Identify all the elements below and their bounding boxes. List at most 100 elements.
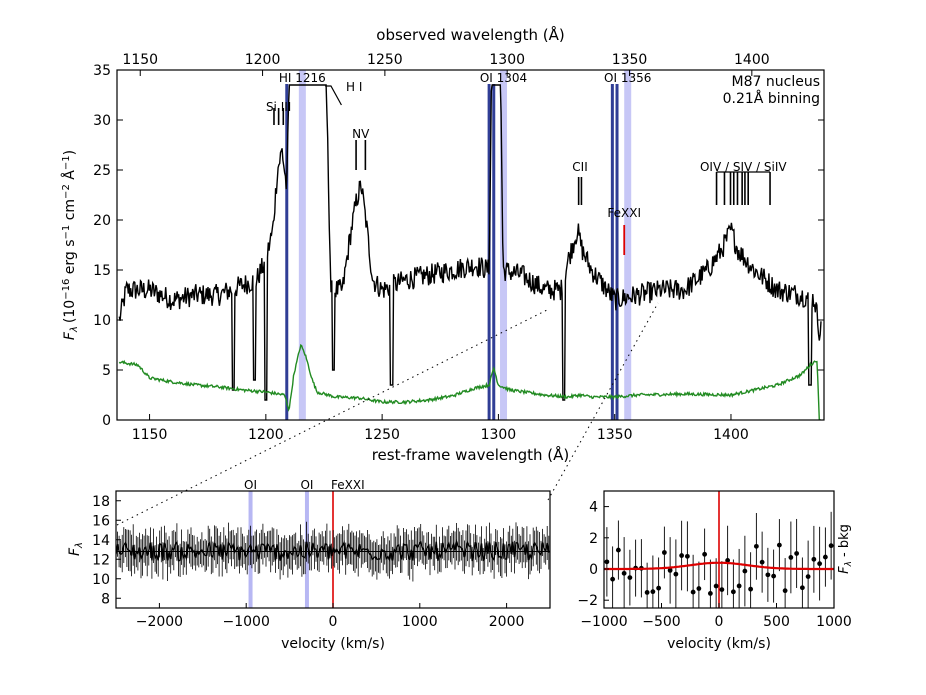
bl-ytick-label-4: 16 — [92, 513, 110, 529]
br-point-11 — [667, 567, 673, 573]
br-point-0 — [604, 559, 610, 565]
band-label-0: HI 1216 — [279, 71, 326, 85]
bl-band-label-0: OI — [244, 478, 257, 492]
main-ytick-label-3: 15 — [93, 263, 111, 279]
bl-ylabel: Fλ — [67, 542, 85, 556]
zoom-connectors — [116, 302, 659, 526]
br-point-30 — [776, 542, 782, 548]
br-point-22 — [730, 589, 736, 595]
br-ytick-label-3: 4 — [589, 500, 598, 516]
bl-ytick-label-2: 12 — [92, 552, 110, 568]
br-point-25 — [748, 586, 754, 592]
br-ytick-label-1: 0 — [589, 562, 598, 578]
bl-xtick-label-4: 2000 — [489, 614, 525, 630]
br-point-33 — [794, 551, 800, 556]
br-point-27 — [759, 559, 765, 565]
fexxi-label: FeXXI — [607, 206, 641, 220]
br-point-15 — [690, 589, 696, 595]
br-ytick-label-2: 2 — [589, 531, 598, 547]
main-spectrum-panel: HI 1216 OI 1304 OI 1356 Si III H I NV CII OIV /… — [61, 25, 825, 464]
line-label-4: OIV / SIV / SiIV — [700, 160, 787, 174]
br-point-37 — [817, 561, 823, 567]
airglow-band-2 — [624, 70, 632, 420]
line-label-3: CII — [572, 160, 587, 174]
br-point-20 — [719, 587, 725, 593]
main-xtick-label-5: 1400 — [713, 427, 749, 443]
br-point-26 — [753, 543, 759, 549]
velocity-panel-left: −2000 −1000 0 1000 2000 8 10 12 14 16 18 OI OI FeXX… — [67, 478, 551, 652]
main-xtick-label-2: 1250 — [364, 427, 400, 443]
main-ytick-label-5: 25 — [93, 163, 111, 179]
br-xtick-label-1: −500 — [642, 614, 680, 630]
main-xtick-label-3: 1300 — [481, 427, 517, 443]
br-point-3 — [621, 570, 627, 576]
main-xtick-label-1: 1200 — [248, 427, 284, 443]
br-xtick-label-0: −1000 — [580, 614, 627, 630]
top-xtick-label-4: 1350 — [612, 52, 648, 68]
hi-pointer — [325, 85, 342, 106]
br-ytick-label-0: −2 — [577, 593, 598, 609]
top-xtick-label-1: 1200 — [245, 52, 281, 68]
br-point-35 — [805, 574, 811, 580]
main-ytick-label-1: 5 — [102, 363, 111, 379]
br-point-38 — [822, 554, 828, 560]
band-label-2: OI 1356 — [604, 71, 651, 85]
bl-flux-line — [116, 539, 550, 562]
top-xtick-label-3: 1300 — [489, 52, 525, 68]
br-point-12 — [673, 571, 679, 577]
line-label-2: NV — [352, 127, 370, 141]
br-point-8 — [650, 589, 656, 595]
bl-xlabel: velocity (km/s) — [281, 636, 385, 652]
br-point-21 — [725, 558, 731, 563]
br-point-19 — [713, 583, 719, 589]
main-ylabel: Fλ(10−16 erg s−1 cm−2 Å−1) — [61, 150, 80, 340]
br-point-10 — [661, 550, 667, 555]
main-ytick-label-6: 30 — [93, 113, 111, 129]
br-xtick-label-2: 0 — [715, 614, 724, 630]
br-xtick-label-3: 500 — [763, 614, 790, 630]
br-point-16 — [696, 586, 702, 591]
main-xtick-label-4: 1350 — [597, 427, 633, 443]
br-point-13 — [679, 553, 685, 558]
br-point-9 — [656, 585, 662, 591]
airglow-band-1 — [500, 70, 508, 420]
br-xtick-label-4: 1000 — [816, 614, 852, 630]
br-point-14 — [684, 553, 690, 559]
bl-ytick-label-3: 14 — [92, 533, 110, 549]
bl-ytick-label-5: 18 — [92, 494, 110, 510]
br-point-36 — [811, 556, 817, 562]
bl-xtick-label-2: 0 — [329, 614, 338, 630]
airglow-band-0 — [298, 70, 306, 420]
bl-band-label-1: OI — [300, 478, 313, 492]
main-xlabel: rest-frame wavelength (Å) — [372, 445, 570, 464]
main-xtick-label-0: 1150 — [132, 427, 168, 443]
bl-xtick-label-0: −2000 — [136, 614, 183, 630]
br-point-28 — [765, 572, 771, 578]
main-ytick-label-7: 35 — [93, 63, 111, 79]
br-point-4 — [627, 575, 633, 581]
top-xtick-label-0: 1150 — [122, 52, 158, 68]
br-point-7 — [644, 590, 650, 595]
br-point-17 — [702, 551, 708, 557]
series-error — [118, 343, 821, 420]
series-flux — [118, 84, 822, 401]
zoom-connector-right — [547, 302, 659, 501]
br-point-23 — [736, 583, 742, 589]
annotation-line-1: M87 nucleus — [732, 74, 820, 90]
main-ytick-label-4: 20 — [93, 213, 111, 229]
br-point-34 — [799, 585, 805, 591]
br-point-32 — [788, 555, 794, 560]
bl-ytick-label-1: 10 — [92, 572, 110, 588]
bl-marker-label: FeXXI — [331, 478, 365, 492]
br-point-1 — [610, 576, 616, 582]
br-gaussian-fit — [604, 561, 834, 571]
br-xlabel: velocity (km/s) — [667, 636, 771, 652]
bl-xtick-label-3: 1000 — [402, 614, 438, 630]
line-label-1: H I — [346, 80, 362, 94]
top-xtick-label-2: 1250 — [367, 52, 403, 68]
bl-ytick-label-0: 8 — [101, 591, 110, 607]
main-axes-frame — [116, 69, 825, 421]
top-axis-label: observed wavelength (Å) — [376, 25, 564, 44]
